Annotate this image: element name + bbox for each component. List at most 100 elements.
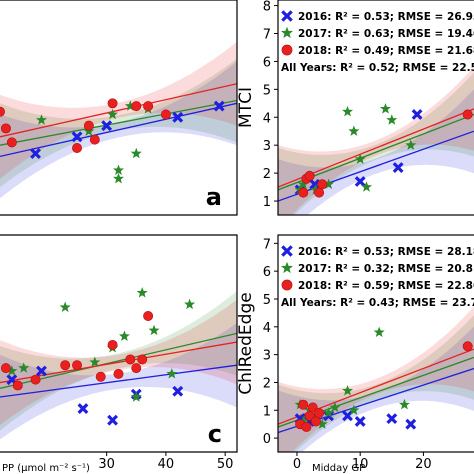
point-2018-9 bbox=[131, 363, 142, 374]
point-2017-9 bbox=[166, 368, 178, 379]
legend-marker-1 bbox=[281, 26, 293, 39]
confidence-band-2018 bbox=[278, 67, 474, 215]
legend-entry: 2017: R² = 0.63; RMSE = 19.46 ** bbox=[298, 28, 474, 40]
y-tick-label: 1 bbox=[263, 404, 271, 419]
point-2016-3 bbox=[172, 111, 184, 123]
point-2017-8 bbox=[361, 181, 373, 192]
y-tick-label: 8 bbox=[263, 0, 271, 15]
point-2018-10 bbox=[137, 354, 148, 365]
point-2017-3 bbox=[89, 356, 101, 367]
x-axis-label: Midday GP bbox=[312, 463, 365, 474]
point-2017-6 bbox=[348, 125, 360, 136]
point-2018-4 bbox=[83, 120, 94, 131]
point-2018-3 bbox=[60, 360, 71, 371]
point-2017-2 bbox=[107, 108, 119, 120]
panel-label: a bbox=[206, 183, 222, 211]
x-tick-label: 0 bbox=[293, 457, 301, 472]
point-2017-0 bbox=[35, 114, 47, 125]
point-2016-5 bbox=[172, 385, 184, 397]
point-2018-2 bbox=[301, 421, 312, 432]
y-tick-label: 2 bbox=[263, 376, 271, 391]
x-tick-label: 20 bbox=[415, 457, 432, 472]
point-2016-4 bbox=[213, 100, 225, 112]
panel-label: c bbox=[208, 420, 222, 448]
point-2016-6 bbox=[405, 418, 417, 430]
y-tick-label: 5 bbox=[263, 293, 271, 308]
point-2018-0 bbox=[0, 106, 5, 117]
fit-line-2018 bbox=[0, 341, 237, 384]
y-tick-label: 3 bbox=[263, 139, 271, 154]
point-2018-1 bbox=[298, 399, 309, 410]
plot-frame bbox=[277, 234, 474, 453]
point-2018-4 bbox=[307, 402, 318, 413]
point-2016-3 bbox=[392, 162, 404, 173]
point-2018-6 bbox=[107, 98, 118, 109]
panel-b: 1 2 3 4 5 6 7 8 MTCI 2016: R² = 0.53; RMSE = 26.9… bbox=[236, 0, 474, 216]
point-2018-0 bbox=[0, 363, 11, 374]
point-2018-11 bbox=[143, 311, 154, 321]
legend-marker-0 bbox=[281, 10, 293, 22]
legend-entry: 2016: R² = 0.53; RMSE = 26.95 ** bbox=[298, 11, 474, 23]
point-2017-10 bbox=[386, 114, 398, 125]
point-2017-5 bbox=[118, 330, 130, 341]
point-2017-5 bbox=[323, 407, 335, 418]
point-2017-3 bbox=[113, 164, 124, 175]
point-2018-2 bbox=[6, 137, 17, 148]
fit-line-2016 bbox=[278, 130, 474, 202]
y-tick-label: 5 bbox=[263, 83, 271, 98]
y-tick-label: 4 bbox=[263, 321, 271, 336]
point-2018-8 bbox=[125, 354, 136, 365]
point-2016-2 bbox=[354, 176, 366, 187]
panel-d: 0 1 2 3 4 5 6 7 0 10 20 ChlRedEdge Midday GP 2016: R²… bbox=[236, 234, 474, 474]
point-2017-7 bbox=[342, 385, 354, 396]
point-2017-4 bbox=[323, 178, 335, 189]
x-tick-label: 10 bbox=[352, 457, 369, 472]
point-2016-3 bbox=[342, 410, 353, 422]
point-2016-0 bbox=[30, 148, 41, 159]
point-2017-9 bbox=[373, 326, 385, 338]
all-years-stats: All Years: R² = 0.43; RMSE = 23.77 ** bbox=[281, 297, 474, 309]
point-2018-3 bbox=[314, 187, 325, 198]
panel-c: 30 40 50 PP (μmol m⁻² s⁻¹) c bbox=[0, 234, 238, 474]
legend-marker-2 bbox=[281, 279, 293, 291]
point-2016-4 bbox=[411, 109, 423, 120]
point-2016-1 bbox=[309, 178, 321, 190]
point-2018-2 bbox=[30, 374, 41, 385]
point-2016-1 bbox=[71, 131, 83, 143]
x-tick-label: 30 bbox=[98, 457, 115, 472]
point-2018-9 bbox=[160, 109, 171, 120]
plot-area bbox=[278, 306, 474, 452]
plot-area bbox=[0, 41, 237, 199]
point-2017-1 bbox=[297, 178, 309, 189]
point-2017-11 bbox=[405, 139, 417, 150]
y-tick-label: 4 bbox=[263, 111, 271, 126]
point-2016-3 bbox=[107, 414, 118, 426]
legend-entry: 2016: R² = 0.53; RMSE = 28.18 ** bbox=[298, 246, 474, 258]
x-axis-label: PP (μmol m⁻² s⁻¹) bbox=[2, 463, 90, 474]
y-tick-label: 6 bbox=[263, 265, 271, 280]
point-2016-2 bbox=[77, 403, 89, 415]
plot-area bbox=[278, 67, 474, 215]
confidence-band-2016 bbox=[278, 326, 474, 452]
point-2018-7 bbox=[113, 368, 124, 379]
legend-marker-0 bbox=[281, 245, 293, 257]
point-2018-7 bbox=[131, 101, 142, 112]
legend-entry: 2018: R² = 0.49; RMSE = 21.68 ** bbox=[298, 45, 474, 57]
point-2018-6 bbox=[107, 339, 118, 350]
point-2018-5 bbox=[95, 371, 106, 382]
point-2018-5 bbox=[462, 109, 473, 120]
legend-entry: 2017: R² = 0.32; RMSE = 20.81 * bbox=[298, 263, 474, 275]
y-axis-label: MTCI bbox=[236, 87, 256, 128]
all-years-stats: All Years: R² = 0.52; RMSE = 22.53 ** bbox=[281, 62, 474, 74]
point-2017-5 bbox=[342, 105, 354, 117]
point-2018-8 bbox=[143, 101, 154, 112]
point-2017-9 bbox=[379, 103, 391, 114]
plot-frame bbox=[277, 0, 474, 216]
point-2017-0 bbox=[6, 365, 18, 376]
y-tick-label: 7 bbox=[263, 237, 271, 252]
point-2016-1 bbox=[36, 365, 47, 377]
point-2017-4 bbox=[113, 172, 124, 184]
legend: 2016: R² = 0.53; RMSE = 28.18 ** 2017: R²… bbox=[281, 245, 474, 309]
x-tick-label: 40 bbox=[158, 457, 175, 472]
